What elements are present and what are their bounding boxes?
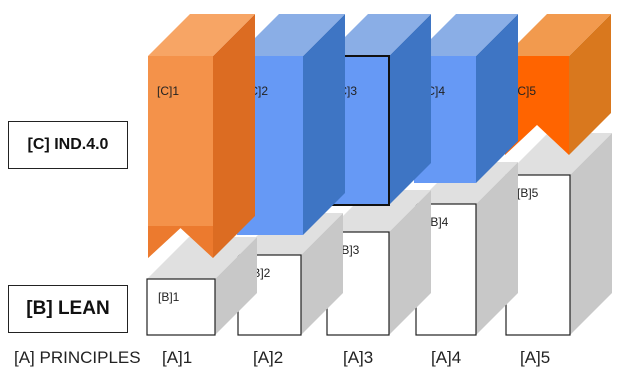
lean-box-side-5 bbox=[570, 133, 612, 335]
column-label-a2: [A]2 bbox=[253, 348, 284, 367]
ind40-block-1 bbox=[148, 56, 213, 258]
ind40-block-side-1 bbox=[213, 14, 255, 258]
lean-box-top-3 bbox=[327, 190, 431, 232]
ind40-block-5 bbox=[505, 56, 569, 155]
lean-box-label-4: [B]4 bbox=[427, 215, 449, 229]
column-label-a5: [A]5 bbox=[520, 348, 551, 367]
lean-box-side-3 bbox=[389, 190, 431, 335]
row-label-a: [A] PRINCIPLES bbox=[14, 348, 141, 367]
lean-box-label-3: [B]3 bbox=[338, 243, 360, 257]
ind40-block-top-4 bbox=[414, 14, 518, 56]
ind40-block-top-2 bbox=[237, 14, 345, 56]
lean-box-side-2 bbox=[301, 213, 343, 335]
lean-box-top-1 bbox=[147, 237, 257, 279]
column-label-a4: [A]4 bbox=[431, 348, 462, 367]
lean-box-1 bbox=[146, 278, 216, 336]
ind40-block-band-1 bbox=[148, 226, 213, 258]
ind40-block-top-5 bbox=[505, 14, 611, 56]
ind40-block-side-5 bbox=[569, 14, 611, 155]
ind40-block-top-3 bbox=[326, 14, 431, 56]
ind40-block-label-1: [C]1 bbox=[157, 84, 179, 98]
ind40-block-label-5: [C]5 bbox=[514, 84, 536, 98]
lean-box-side-4 bbox=[476, 162, 518, 335]
column-label-a3: [A]3 bbox=[343, 348, 374, 367]
lean-box-label-5: [B]5 bbox=[517, 186, 539, 200]
row-label-b: [B] LEAN bbox=[8, 285, 128, 333]
ind40-block-side-2 bbox=[303, 14, 345, 235]
row-label-c: [C] IND.4.0 bbox=[8, 121, 128, 169]
column-label-a1: [A]1 bbox=[162, 348, 193, 367]
lean-box-top-5 bbox=[506, 133, 612, 175]
ind40-block-side-4 bbox=[476, 14, 518, 183]
ind40-block-top-1 bbox=[148, 14, 255, 56]
ind40-block-side-3 bbox=[389, 14, 431, 205]
lean-box-label-1: [B]1 bbox=[158, 290, 180, 304]
lean-box-side-1 bbox=[215, 237, 257, 335]
